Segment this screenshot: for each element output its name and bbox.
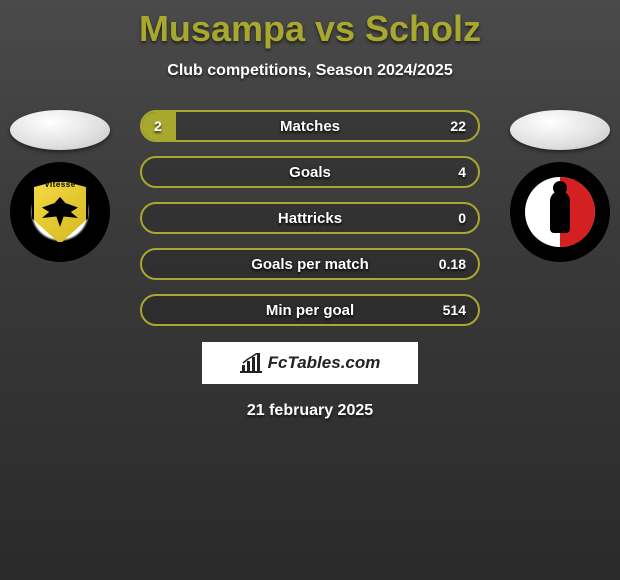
chart-icon: [240, 353, 262, 373]
stat-bar-matches: 2 Matches 22: [140, 110, 480, 142]
club-badge-right: [510, 162, 610, 262]
stat-bar-hattricks: Hattricks 0: [140, 202, 480, 234]
bar-label: Goals: [142, 158, 478, 186]
bar-value-right: 514: [443, 296, 466, 324]
player-avatar-left: [10, 110, 110, 150]
player-avatar-right: [510, 110, 610, 150]
bar-label: Hattricks: [142, 204, 478, 232]
bar-value-right: 0.18: [439, 250, 466, 278]
bar-value-right: 4: [458, 158, 466, 186]
bar-label: Min per goal: [142, 296, 478, 324]
eagle-icon: [42, 197, 78, 227]
stat-bars: 2 Matches 22 Goals 4 Hattricks 0 Goals p…: [140, 110, 480, 326]
date-label: 21 february 2025: [0, 402, 620, 420]
page-title: Musampa vs Scholz: [0, 0, 620, 50]
stat-bar-goals-per-match: Goals per match 0.18: [140, 248, 480, 280]
comparison-panel: Vitesse 2 Matches 22 Goals 4 Hattricks 0: [0, 110, 620, 420]
bar-value-right: 0: [458, 204, 466, 232]
club-left-name: Vitesse: [34, 180, 86, 189]
bar-label: Goals per match: [142, 250, 478, 278]
bar-value-right: 22: [450, 112, 466, 140]
brand-box[interactable]: FcTables.com: [202, 342, 418, 384]
player-figure-icon: [550, 191, 570, 233]
stat-bar-goals: Goals 4: [140, 156, 480, 188]
stat-bar-min-per-goal: Min per goal 514: [140, 294, 480, 326]
brand-text: FcTables.com: [268, 353, 381, 373]
bar-label: Matches: [142, 112, 478, 140]
subtitle: Club competitions, Season 2024/2025: [0, 62, 620, 80]
club-badge-left: Vitesse: [10, 162, 110, 262]
